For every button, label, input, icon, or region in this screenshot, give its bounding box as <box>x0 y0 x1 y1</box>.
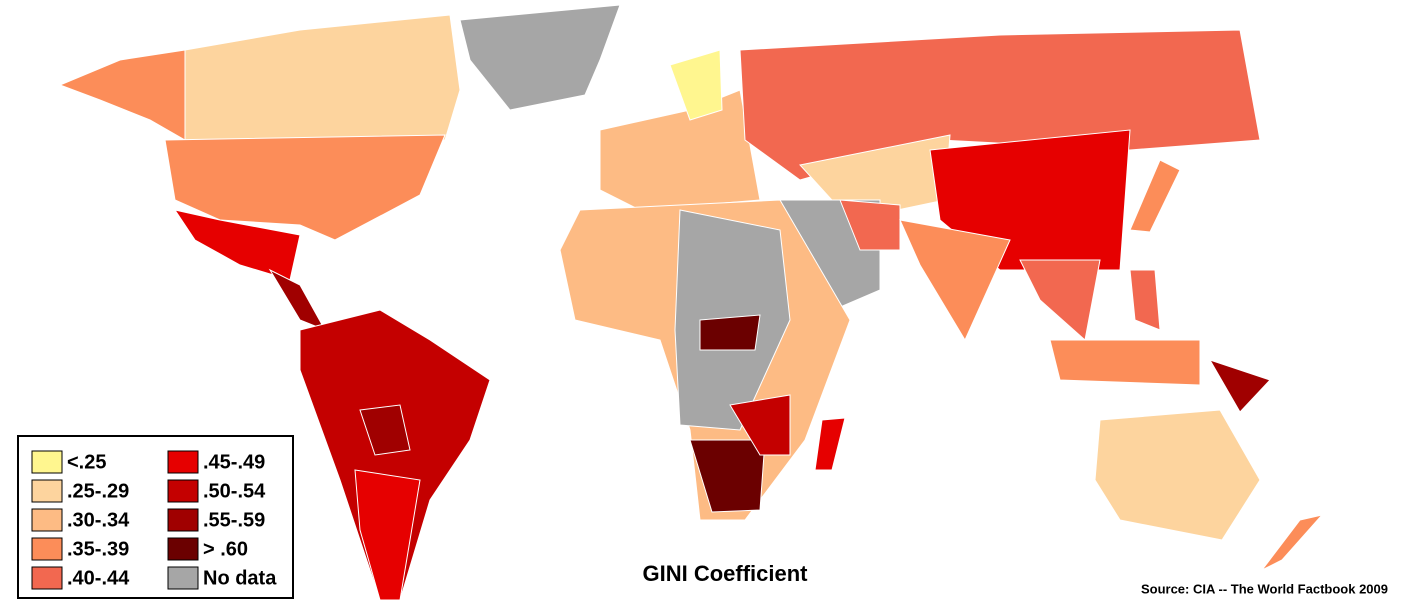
australia <box>1094 409 1261 541</box>
russia <box>739 29 1261 181</box>
legend-swatch <box>31 450 63 474</box>
zambia-mozambique <box>729 394 791 456</box>
iran <box>839 199 901 251</box>
indonesia <box>1049 339 1201 386</box>
legend-label: > .60 <box>203 538 248 560</box>
central-african-republic <box>699 314 761 351</box>
canada <box>184 14 461 141</box>
legend-label: .40-.44 <box>67 567 130 589</box>
legend-swatch <box>167 450 199 474</box>
central-america <box>268 268 327 331</box>
legend-swatch <box>167 566 199 590</box>
legend-label: <.25 <box>67 451 106 473</box>
legend-swatch <box>167 508 199 532</box>
southern-cone <box>354 469 421 601</box>
legend-label: .55-.59 <box>203 509 265 531</box>
world-map <box>58 4 1324 601</box>
legend-swatch <box>167 537 199 561</box>
legend-swatch <box>31 566 63 590</box>
legend-swatch <box>31 537 63 561</box>
southern-africa <box>689 439 766 513</box>
philippines <box>1129 269 1161 331</box>
legend-label: .35-.39 <box>67 538 129 560</box>
legend-frame <box>17 435 294 599</box>
legend-label: .30-.34 <box>67 509 130 531</box>
alaska <box>58 49 186 141</box>
new-zealand <box>1261 514 1324 571</box>
japan <box>1129 159 1181 233</box>
source-note: Source: CIA -- The World Factbook 2009 <box>1141 581 1388 596</box>
europe <box>599 89 761 211</box>
legend-label: .25-.29 <box>67 480 129 502</box>
madagascar <box>814 417 846 471</box>
scandinavia <box>669 49 723 121</box>
legend-swatch <box>31 508 63 532</box>
papua-new-guinea <box>1208 359 1271 413</box>
usa <box>164 134 446 241</box>
greenland <box>459 4 621 111</box>
legend-label: .45-.49 <box>203 451 265 473</box>
bolivia <box>359 404 411 456</box>
map-title: GINI Coefficient <box>642 561 808 586</box>
southeast-asia <box>1019 259 1101 341</box>
legend-swatch <box>31 479 63 503</box>
legend: <.25 .25-.29 .30-.34 .35-.39 .40-.44 .45-.49.… <box>17 435 294 599</box>
legend-label: No data <box>203 567 277 589</box>
south-america <box>299 309 491 601</box>
legend-label: .50-.54 <box>203 480 266 502</box>
legend-swatch <box>167 479 199 503</box>
india <box>899 219 1011 342</box>
